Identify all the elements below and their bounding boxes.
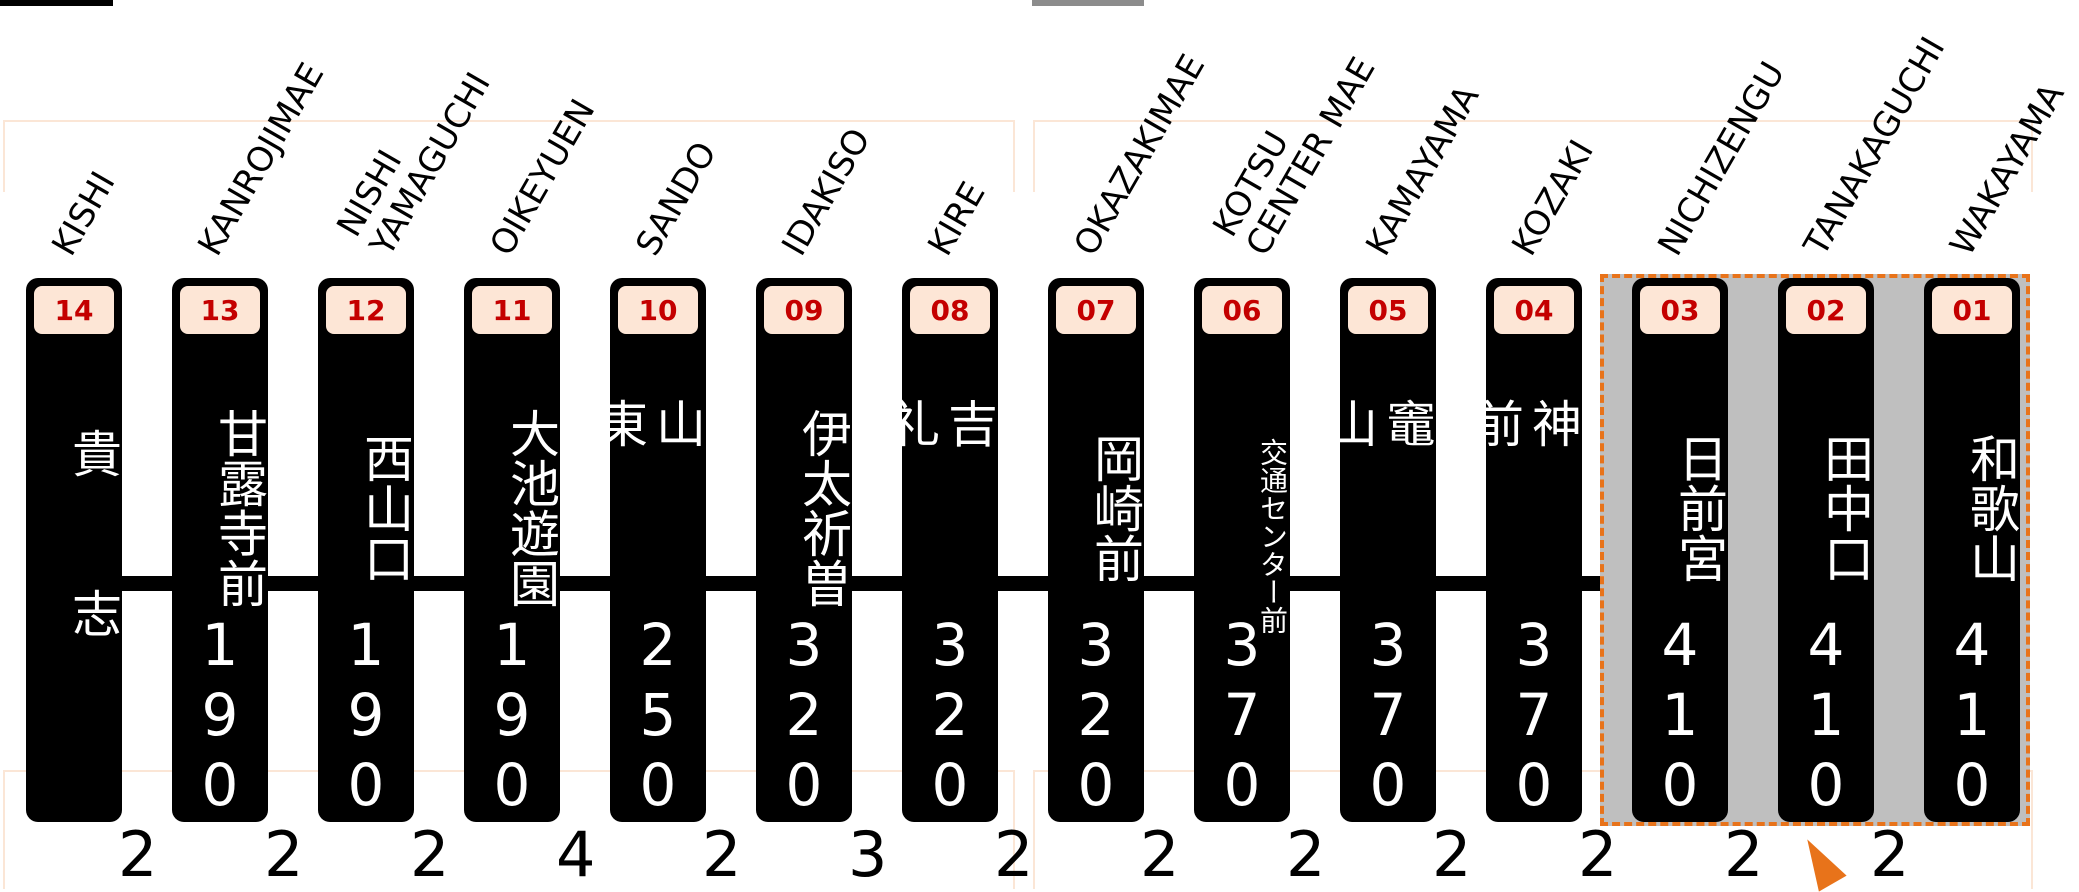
station-04: 04 神前 370: [1466, 278, 1582, 822]
station-name-text: 甘露寺前: [210, 408, 268, 608]
gap-value: 2: [1140, 818, 1180, 891]
station-fare: 370: [1369, 611, 1407, 819]
station-name-text: 貴志: [64, 428, 122, 748]
station-08: 08 吉礼 320: [882, 278, 998, 822]
station-10: 10 山東 250: [590, 278, 706, 822]
station-fare: 250: [639, 611, 677, 819]
station-name-ja: 吉礼: [882, 358, 998, 558]
station-05: 05 竈山 370: [1320, 278, 1436, 822]
gap-value: 2: [1432, 818, 1472, 891]
gap-value: 2: [1724, 818, 1764, 891]
gap-value: 2: [1870, 818, 1910, 891]
gap-value: 2: [1578, 818, 1618, 891]
station-name-ja: 和歌山: [1924, 358, 2020, 658]
gap-value: 2: [1286, 818, 1326, 891]
station-name-ja: 神前: [1466, 358, 1582, 558]
station-name-text: 神前: [1466, 398, 1582, 518]
station-fare: 320: [931, 611, 969, 819]
station-14: 14 貴志: [26, 278, 122, 822]
top-tab-right: [1032, 0, 1144, 6]
station-name-text: 田中口: [1816, 433, 1874, 583]
station-name-text: 伊太祈曽: [794, 408, 852, 608]
gap-value: 2: [118, 818, 158, 891]
station-02: 02 田中口 410: [1778, 278, 1874, 822]
station-code-badge: 01: [1932, 286, 2012, 334]
gap-value: 4: [556, 818, 596, 891]
station-name-ja: 西山口: [318, 358, 414, 658]
station-code-badge: 14: [34, 286, 114, 334]
station-name-ja: 田中口: [1778, 358, 1874, 658]
station-01: 01 和歌山 410: [1924, 278, 2020, 822]
station-03: 03 日前宮 410: [1632, 278, 1728, 822]
station-06: 06 交通センター前 370: [1194, 278, 1290, 822]
station-fare: 190: [347, 611, 385, 819]
station-name-ja: 貴志: [26, 378, 122, 798]
station-name-text: 大池遊園: [502, 408, 560, 608]
station-name-text: 山東: [590, 398, 706, 518]
station-code-badge: 07: [1056, 286, 1136, 334]
station-name-ja: 日前宮: [1632, 358, 1728, 658]
station-name-text: 吉礼: [882, 398, 998, 518]
station-fare: 370: [1223, 611, 1261, 819]
station-code-badge: 13: [180, 286, 260, 334]
station-code-badge: 03: [1640, 286, 1720, 334]
station-fare: 190: [201, 611, 239, 819]
station-13: 13 甘露寺前 190: [172, 278, 268, 822]
station-code-badge: 02: [1786, 286, 1866, 334]
station-name-text: 日前宮: [1670, 433, 1728, 583]
station-code-badge: 10: [618, 286, 698, 334]
station-name-text: 西山口: [356, 433, 414, 583]
station-fare: 410: [1953, 611, 1991, 819]
bracket-upper-right: [1033, 120, 2033, 192]
station-name-ja: 山東: [590, 358, 706, 558]
gap-value: 2: [994, 818, 1034, 891]
gap-value: 2: [702, 818, 742, 891]
station-name-ja: 伊太祈曽: [756, 358, 852, 658]
station-code-badge: 11: [472, 286, 552, 334]
station-code-badge: 06: [1202, 286, 1282, 334]
station-code-badge: 04: [1494, 286, 1574, 334]
bracket-upper-left: [3, 120, 1015, 192]
station-11: 11 大池遊園 190: [464, 278, 560, 822]
station-fare: 320: [1077, 611, 1115, 819]
station-code-badge: 09: [764, 286, 844, 334]
station-name-text: 交通センター前: [1256, 438, 1289, 634]
station-07: 07 岡崎前 320: [1048, 278, 1144, 822]
station-fare: 190: [493, 611, 531, 819]
gap-value: 2: [410, 818, 450, 891]
station-name-text: 和歌山: [1962, 433, 2020, 583]
station-name-ja: 甘露寺前: [172, 358, 268, 658]
station-name-ja: 大池遊園: [464, 358, 560, 658]
station-fare: 370: [1515, 611, 1553, 819]
gap-value: 2: [264, 818, 304, 891]
station-code-badge: 08: [910, 286, 990, 334]
station-name-ja: 交通センター前: [1194, 356, 1290, 716]
station-name-ja: 岡崎前: [1048, 358, 1144, 658]
station-fare: 320: [785, 611, 823, 819]
station-code-badge: 12: [326, 286, 406, 334]
station-fare: 410: [1661, 611, 1699, 819]
station-name-ja: 竈山: [1320, 358, 1436, 558]
gap-value: 3: [848, 818, 888, 891]
station-fare: 410: [1807, 611, 1845, 819]
station-name-text: 竈山: [1320, 398, 1436, 518]
station-09: 09 伊太祈曽 320: [756, 278, 852, 822]
station-code-badge: 05: [1348, 286, 1428, 334]
station-12: 12 西山口 190: [318, 278, 414, 822]
top-tab-left: [0, 0, 113, 6]
station-name-text: 岡崎前: [1086, 433, 1144, 583]
